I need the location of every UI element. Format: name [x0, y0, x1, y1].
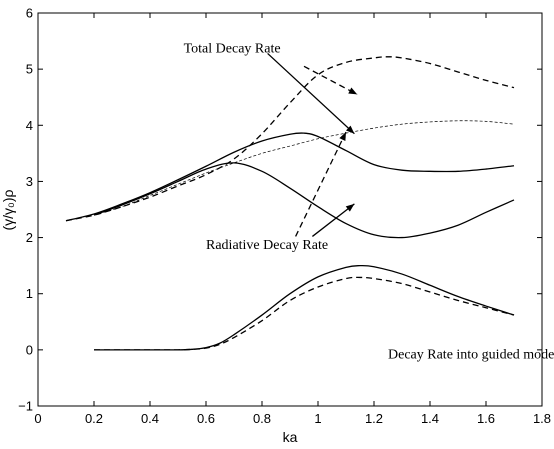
- annotation-arrow-line: [303, 65, 358, 95]
- series-line-2: [65, 56, 515, 222]
- y-tick-label: −1: [18, 399, 33, 414]
- x-tick-label: 0.6: [197, 411, 215, 426]
- x-tick-label: 0.4: [141, 411, 159, 426]
- annotation-label-2: Radiative Decay Rate: [206, 238, 328, 253]
- x-tick-label: 1.2: [365, 411, 383, 426]
- plot-area: [37, 12, 543, 407]
- y-tick-label: 2: [26, 230, 33, 245]
- series-line-5: [94, 264, 515, 351]
- annotation-arrow-head: [345, 125, 355, 134]
- x-tick-label: 1.4: [421, 411, 439, 426]
- annotation-arrow-head: [348, 87, 358, 95]
- series-layer: [65, 56, 515, 351]
- y-axis-label: (γ/γ₀)ρ: [0, 189, 16, 230]
- x-axis-label: ka: [283, 429, 298, 445]
- x-tick-label: 0.8: [253, 411, 271, 426]
- x-tick-label: 0: [34, 411, 41, 426]
- x-tick-label: 1.8: [533, 411, 551, 426]
- x-tick-label: 0.2: [85, 411, 103, 426]
- y-tick-label: 4: [26, 118, 33, 133]
- series-line-4: [93, 120, 515, 216]
- annotation-arrow-line: [267, 52, 355, 135]
- annotation-arrow-head: [345, 203, 355, 212]
- series-line-1: [65, 132, 515, 222]
- annotation-arrow-line: [312, 203, 355, 237]
- annotation-layer: Total Decay Rate Radiative Decay Rate Deca…: [184, 41, 554, 362]
- y-tick-label: 1: [26, 286, 33, 301]
- series-line-6: [94, 276, 515, 351]
- y-tick-label: 0: [26, 342, 33, 357]
- y-tick-label: 3: [26, 174, 33, 189]
- annotation-label-1: Total Decay Rate: [184, 41, 281, 56]
- y-tick-label: 5: [26, 62, 33, 77]
- series-line-3: [93, 162, 515, 239]
- annotation-label-3: Decay Rate into guided modes: [388, 347, 554, 362]
- y-tick-label: 6: [26, 6, 33, 21]
- x-tick-label: 1.6: [477, 411, 495, 426]
- annotation-arrow-head: [339, 132, 346, 142]
- x-tick-label: 1: [314, 411, 321, 426]
